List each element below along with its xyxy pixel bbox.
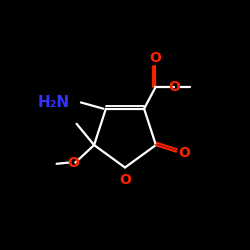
Text: O: O — [67, 156, 79, 170]
Text: O: O — [168, 80, 180, 94]
Text: H₂N: H₂N — [38, 95, 70, 110]
Text: O: O — [150, 51, 161, 65]
Text: O: O — [119, 173, 131, 187]
Text: O: O — [178, 146, 190, 160]
